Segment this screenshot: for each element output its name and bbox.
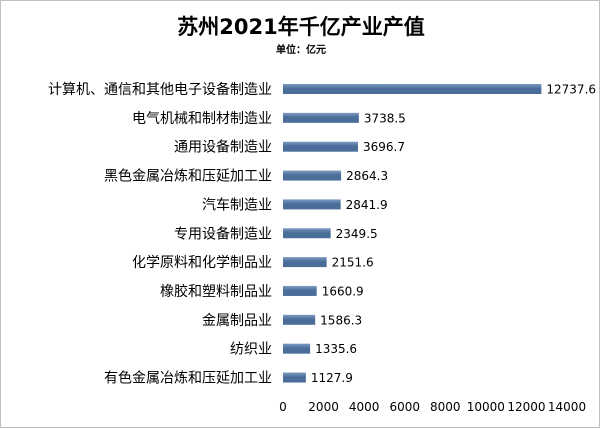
category-label: 汽车制造业	[202, 196, 272, 213]
category-label: 通用设备制造业	[174, 139, 272, 156]
bar	[283, 285, 317, 296]
chart-title: 苏州2021年千亿产业产值	[177, 15, 424, 39]
data-label: 2349.5	[336, 227, 378, 241]
bar	[283, 170, 342, 181]
bar	[283, 228, 331, 239]
data-label: 3696.7	[363, 140, 405, 154]
chart-unit-label: 单位：亿元	[276, 43, 326, 56]
bar	[283, 84, 542, 94]
data-label: 12737.6	[546, 83, 596, 97]
category-label: 有色金属冶炼和压延加工业	[104, 370, 272, 387]
category-label: 橡胶和塑料制品业	[160, 283, 272, 300]
data-label: 2151.6	[332, 256, 374, 270]
x-tick-label: 2000	[308, 400, 339, 414]
bar	[283, 199, 341, 210]
category-label: 计算机、通信和其他电子设备制造业	[48, 81, 272, 98]
data-label: 1127.9	[311, 371, 353, 385]
bar	[283, 257, 327, 268]
bar	[283, 372, 306, 383]
category-label: 电气机械和制材制造业	[132, 111, 272, 127]
x-tick-label: 10000	[467, 400, 505, 414]
category-label: 黑色金属冶炼和压延加工业	[104, 168, 272, 185]
bar	[283, 141, 358, 152]
data-label: 1586.3	[320, 313, 362, 327]
data-label: 2841.9	[346, 198, 388, 212]
category-label: 化学原料和化学制品业	[132, 255, 272, 271]
category-label: 金属制品业	[202, 313, 272, 329]
x-tick-label: 8000	[430, 400, 461, 414]
data-label: 1335.6	[315, 342, 357, 356]
data-label: 2864.3	[346, 169, 388, 183]
x-tick-label: 12000	[507, 400, 545, 414]
bar	[283, 314, 316, 325]
x-tick-label: 14000	[548, 400, 586, 414]
bar	[283, 343, 311, 354]
x-tick-label: 4000	[349, 400, 380, 414]
data-label: 3738.5	[364, 111, 406, 125]
bar	[283, 112, 359, 123]
x-tick-label: 0	[279, 400, 287, 414]
x-tick-label: 6000	[389, 400, 420, 414]
category-label: 纺织业	[230, 342, 272, 358]
category-label: 专用设备制造业	[174, 225, 272, 242]
data-label: 1660.9	[322, 284, 364, 298]
